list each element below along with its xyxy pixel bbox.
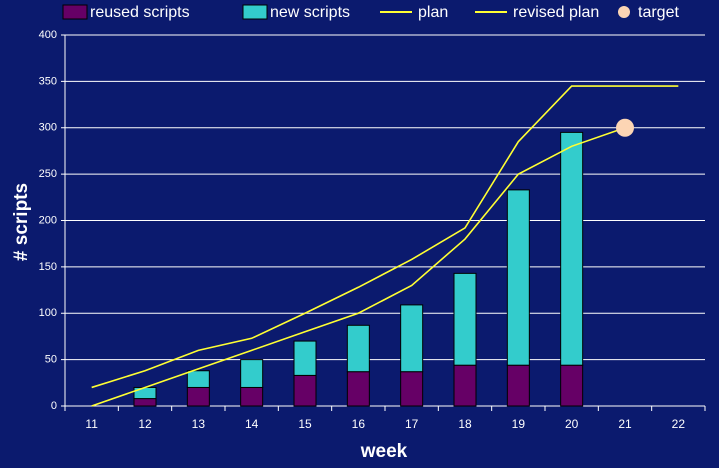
bar bbox=[240, 359, 264, 388]
legend-swatch bbox=[618, 6, 630, 18]
y-tick-label: 400 bbox=[39, 29, 57, 41]
x-tick-label: 13 bbox=[192, 417, 206, 431]
x-tick-label: 18 bbox=[458, 417, 472, 431]
y-tick-label: 200 bbox=[39, 214, 57, 226]
point bbox=[616, 118, 634, 137]
x-tick-label: 12 bbox=[138, 417, 152, 431]
bar bbox=[453, 272, 477, 366]
bar bbox=[506, 189, 530, 366]
y-tick-label: 150 bbox=[39, 261, 57, 273]
y-tick-label: 350 bbox=[39, 75, 57, 87]
x-tick-label: 17 bbox=[405, 417, 419, 431]
legend-label: new scripts bbox=[270, 4, 350, 21]
bar bbox=[453, 364, 477, 407]
bar bbox=[293, 374, 317, 407]
bar bbox=[240, 386, 264, 407]
bar bbox=[400, 304, 424, 373]
bar bbox=[133, 386, 157, 400]
line bbox=[91, 85, 679, 389]
legend-label: revised plan bbox=[513, 4, 599, 21]
legend-label: reused scripts bbox=[90, 4, 190, 21]
bar bbox=[506, 364, 530, 407]
x-tick-label: 20 bbox=[565, 417, 579, 431]
x-tick-label: 15 bbox=[298, 417, 312, 431]
legend-label: plan bbox=[418, 4, 448, 21]
x-tick-label: 19 bbox=[512, 417, 526, 431]
y-tick-label: 250 bbox=[39, 168, 57, 180]
bar bbox=[186, 386, 210, 407]
bar bbox=[293, 340, 317, 376]
x-tick-label: 14 bbox=[245, 417, 259, 431]
legend-label: target bbox=[638, 4, 679, 21]
y-tick-label: 100 bbox=[39, 307, 57, 319]
legend-swatch bbox=[62, 4, 88, 20]
x-axis-title: week bbox=[360, 441, 408, 462]
x-tick-label: 11 bbox=[85, 417, 98, 431]
bar bbox=[346, 371, 370, 407]
y-axis-title: # scripts bbox=[11, 183, 32, 261]
bar bbox=[560, 364, 584, 407]
x-tick-label: 21 bbox=[618, 417, 632, 431]
y-tick-label: 50 bbox=[45, 354, 57, 366]
bar bbox=[186, 370, 210, 388]
bar bbox=[400, 371, 424, 407]
y-tick-label: 0 bbox=[51, 400, 57, 412]
y-tick-label: 300 bbox=[39, 122, 57, 134]
x-tick-label: 16 bbox=[352, 417, 366, 431]
bar bbox=[560, 131, 584, 366]
bar bbox=[346, 324, 370, 373]
bar bbox=[133, 398, 157, 407]
x-tick-label: 22 bbox=[672, 417, 686, 431]
legend-swatch bbox=[242, 4, 268, 20]
line bbox=[91, 126, 626, 407]
